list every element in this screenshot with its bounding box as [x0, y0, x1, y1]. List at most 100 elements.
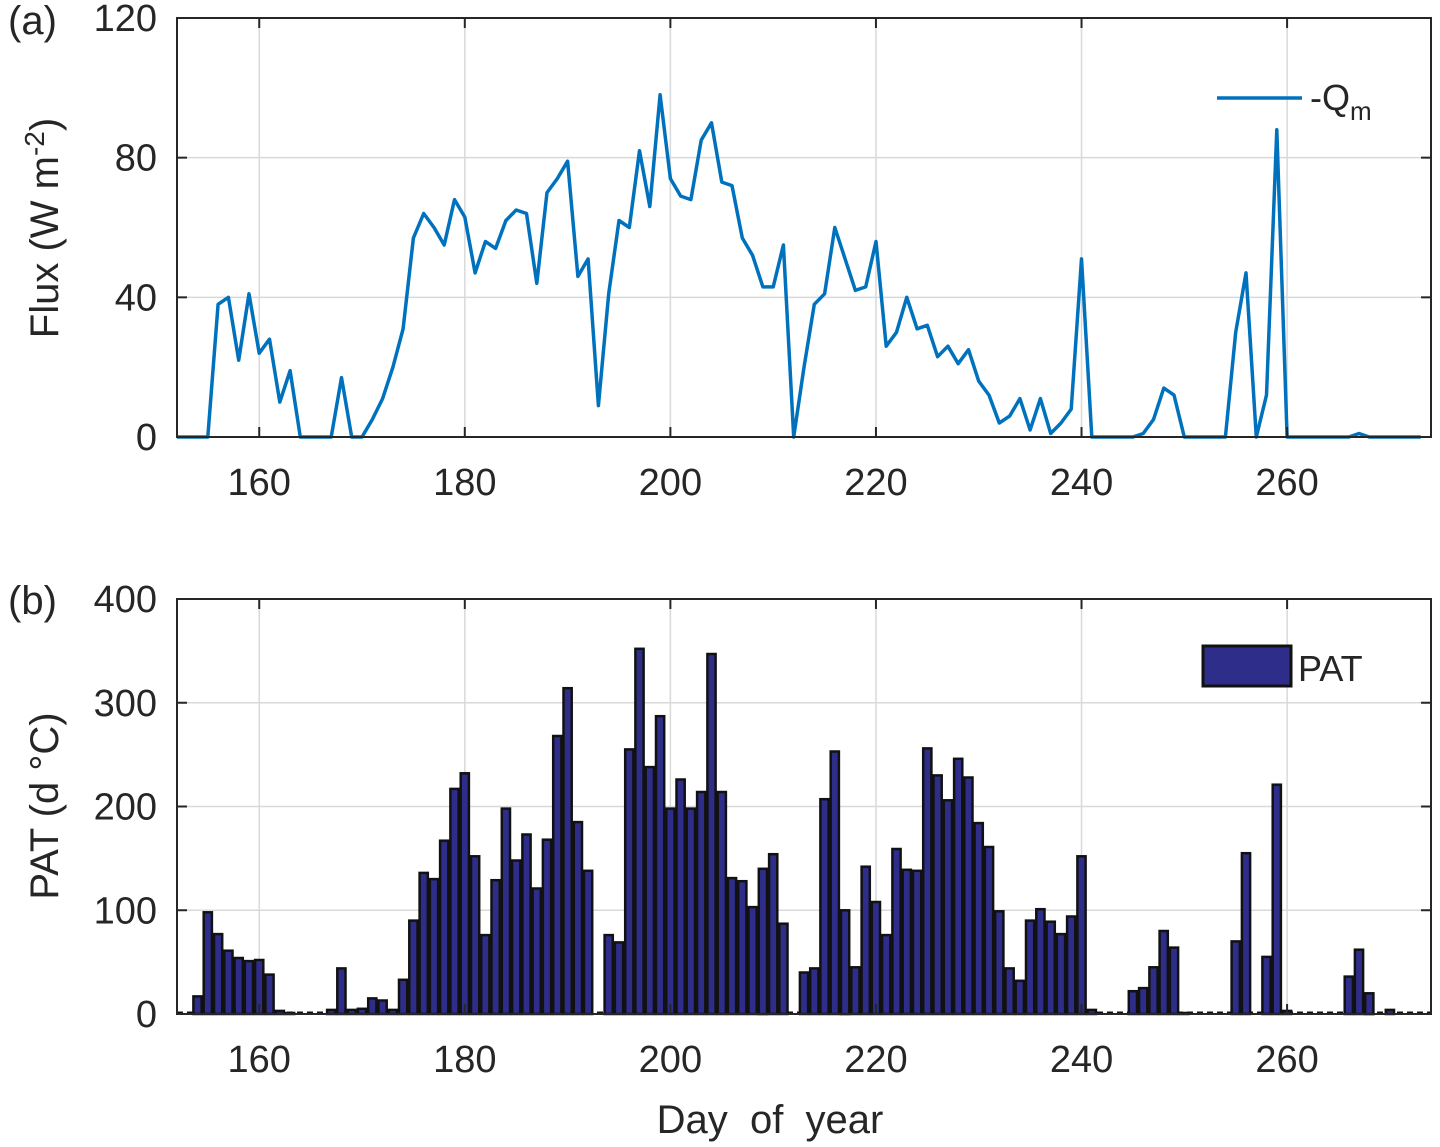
- pat-bar: [233, 956, 245, 1016]
- pat-bar: [377, 999, 388, 1016]
- pat-bar: [829, 750, 841, 1016]
- x-tick-label: 260: [1255, 1039, 1318, 1081]
- pat-bar: [562, 686, 573, 1016]
- pat-bar: [767, 852, 779, 1016]
- pat-bar: [500, 807, 512, 1016]
- pat-bar: [747, 905, 758, 1016]
- pat-bar: [726, 876, 738, 1016]
- x-tick-label: 220: [844, 1039, 907, 1081]
- panel-a-legend-label: -Qm: [1310, 77, 1372, 126]
- pat-bar: [428, 877, 440, 1016]
- x-tick-label: 200: [639, 462, 702, 504]
- y-tick-label: 0: [136, 417, 157, 459]
- panel-b-legend: PAT: [1201, 644, 1363, 689]
- pat-bar: [644, 765, 656, 1016]
- pat-bar: [1065, 915, 1077, 1016]
- pat-bar: [1240, 851, 1252, 1016]
- pat-bar: [479, 933, 491, 1016]
- pat-bar: [212, 932, 224, 1016]
- x-tick-label: 240: [1050, 462, 1113, 504]
- pat-bar: [983, 845, 995, 1016]
- panel-b-axes-box: [176, 598, 1432, 1015]
- pat-bar: [665, 807, 676, 1016]
- x-tick-label: 180: [433, 1039, 496, 1081]
- y-tick-label: 0: [136, 994, 157, 1036]
- panel-a-axes-box: [176, 17, 1432, 438]
- pat-bar: [336, 967, 347, 1016]
- pat-bar: [808, 967, 820, 1016]
- pat-bar: [418, 871, 430, 1016]
- pat-bar: [510, 859, 522, 1016]
- pat-bar: [469, 855, 481, 1016]
- pat-bar: [1004, 967, 1015, 1016]
- pat-bar: [459, 772, 471, 1016]
- panel-a-ylabel: Flux (W m-2): [19, 118, 67, 338]
- y-tick-label: 300: [94, 683, 157, 725]
- panel-b-label: (b): [8, 579, 57, 623]
- pat-bar: [397, 978, 409, 1016]
- pat-bar: [449, 787, 460, 1016]
- pat-bar: [408, 919, 419, 1016]
- x-tick-label: 160: [228, 1039, 291, 1081]
- pat-bar: [880, 933, 892, 1016]
- pat-bar: [223, 949, 234, 1016]
- panel-a-legend-subscript: m: [1350, 96, 1372, 126]
- pat-bar: [870, 900, 882, 1016]
- panel-b-ylabel: PAT (d °C): [23, 712, 67, 899]
- pat-bar: [202, 911, 214, 1016]
- panel-b-pat-chart: (b) 160 180 200 220 240 260 0 100 200 300 400 PAT …: [8, 579, 1432, 1142]
- pat-bar: [973, 821, 985, 1016]
- pat-bar: [1045, 920, 1057, 1016]
- panel-b-legend-swatch: [1201, 644, 1293, 688]
- pat-bar: [572, 820, 584, 1016]
- pat-bar: [1148, 966, 1159, 1016]
- pat-bar: [1353, 948, 1365, 1016]
- pat-bar: [952, 757, 964, 1016]
- pat-bar: [521, 833, 532, 1016]
- pat-bar: [757, 867, 769, 1016]
- y-tick-label: 200: [94, 787, 157, 829]
- pat-bar: [675, 778, 686, 1016]
- pat-bar: [366, 997, 378, 1016]
- pat-bar: [1035, 907, 1046, 1016]
- x-tick-label: 260: [1255, 462, 1318, 504]
- pat-bar: [839, 909, 851, 1016]
- y-tick-label: 80: [115, 138, 157, 180]
- panel-a-ylabel-close: ): [23, 118, 67, 131]
- pat-bar: [582, 869, 594, 1016]
- pat-bar: [1055, 932, 1067, 1016]
- pat-bar: [1024, 919, 1036, 1016]
- pat-bar: [613, 941, 625, 1016]
- pat-bar: [264, 973, 275, 1016]
- pat-bar: [1343, 975, 1355, 1016]
- pat-bar: [551, 734, 563, 1016]
- pat-bar: [901, 868, 913, 1016]
- pat-bar: [1168, 946, 1180, 1016]
- pat-bar: [192, 995, 203, 1016]
- pat-bar: [850, 966, 861, 1016]
- pat-bar: [778, 922, 789, 1016]
- pat-bar: [921, 747, 933, 1016]
- pat-bar: [819, 797, 830, 1016]
- panel-b-plot-area: [177, 647, 1431, 1016]
- pat-bar: [716, 790, 728, 1016]
- pat-bar: [1014, 979, 1026, 1016]
- pat-bar: [932, 774, 943, 1016]
- pat-bar: [243, 959, 255, 1016]
- pat-bar: [963, 776, 974, 1016]
- x-tick-label: 180: [433, 462, 496, 504]
- panel-a-flux-chart: (a) 160 180 200 220 240 260 0 40 80 120 Flux (W m…: [8, 0, 1432, 504]
- pat-bar: [1261, 955, 1272, 1016]
- x-tick-label: 220: [844, 462, 907, 504]
- pat-bar: [634, 647, 645, 1016]
- pat-bar: [623, 748, 635, 1016]
- y-tick-label: 400: [94, 579, 157, 621]
- pat-bar: [695, 790, 707, 1016]
- pat-bar: [891, 847, 902, 1016]
- panel-a-legend: -Qm: [1217, 77, 1372, 126]
- panel-b-ticks: 160 180 200 220 240 260 0 100 200 300 400: [94, 579, 1431, 1081]
- pat-bar: [603, 933, 615, 1016]
- panel-b-legend-label: PAT: [1298, 648, 1363, 689]
- pat-bar: [860, 865, 872, 1016]
